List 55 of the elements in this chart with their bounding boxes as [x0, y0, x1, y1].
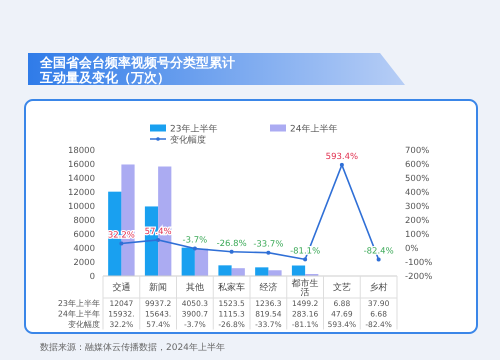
y-tick-label: 14000 [68, 174, 95, 184]
y2-tick-label: -200% [405, 272, 432, 282]
legend-label: 24年上半年 [290, 124, 338, 134]
text: -33.7% [253, 240, 284, 250]
bar [292, 266, 306, 276]
y2-tick-label: 0% [405, 244, 418, 254]
text: 593.4% [326, 152, 358, 162]
chart-title: 全国省会台频率视频号分类型累计互动量及变化（万次） [39, 55, 235, 86]
y2-tick-label: 200% [405, 216, 430, 226]
x-tick-label: 经济 [259, 282, 278, 293]
y-tick-label: 18000 [68, 146, 95, 156]
y2-tick-label: 600% [405, 160, 430, 170]
y-tick-label: 6000 [73, 230, 95, 240]
text: 23年上半年 [58, 299, 100, 308]
x-tick-label: 文艺 [332, 282, 351, 293]
point [266, 250, 270, 255]
point [340, 162, 344, 167]
x-tick-label: 乡村 [370, 282, 388, 293]
y2-tick-label: 300% [405, 202, 430, 212]
legend-label: 变化幅度 [170, 134, 206, 146]
text: 57.4% [144, 226, 172, 237]
y-tick-label: 8000 [73, 216, 95, 226]
point [230, 250, 234, 254]
point [303, 257, 308, 262]
x-tick-label: 私家车 [218, 282, 246, 293]
y2-tick-label: 700% [405, 146, 430, 156]
y2-tick-label: 500% [405, 174, 430, 184]
y-tick-label: 4000 [73, 244, 95, 254]
bar [182, 248, 195, 276]
y-tick-label: 0 [90, 272, 95, 282]
bar [232, 268, 245, 276]
x-tick-label: 交通 [112, 282, 130, 293]
text: -3.7% [182, 236, 208, 246]
text: 变化幅度 [68, 320, 100, 329]
y2-tick-label: 100% [405, 230, 430, 240]
point [376, 258, 381, 262]
x-tick-label: 都市生活 [292, 278, 319, 298]
x-tick-label: 新闻 [149, 282, 168, 293]
bar [218, 265, 232, 276]
point [156, 238, 160, 242]
y-tick-label: 2000 [73, 258, 95, 268]
bar [255, 267, 268, 276]
text: 24年上半年 [58, 310, 100, 318]
y2-tick-label: 400% [405, 188, 430, 198]
source-note: 数据来源：融媒体云传播数据，2024年上半年 [40, 342, 225, 353]
y-tick-label: 16000 [68, 160, 95, 170]
legend-label: 23年上半年 [170, 124, 218, 134]
y2-tick-label: -100% [405, 258, 432, 268]
y-tick-label: 10000 [68, 202, 95, 212]
point [192, 246, 197, 251]
x-tick-label: 其他 [186, 282, 204, 293]
y-tick-label: 12000 [68, 188, 95, 198]
point [119, 241, 124, 246]
text: -26.8% [216, 238, 247, 249]
bar [194, 248, 208, 276]
